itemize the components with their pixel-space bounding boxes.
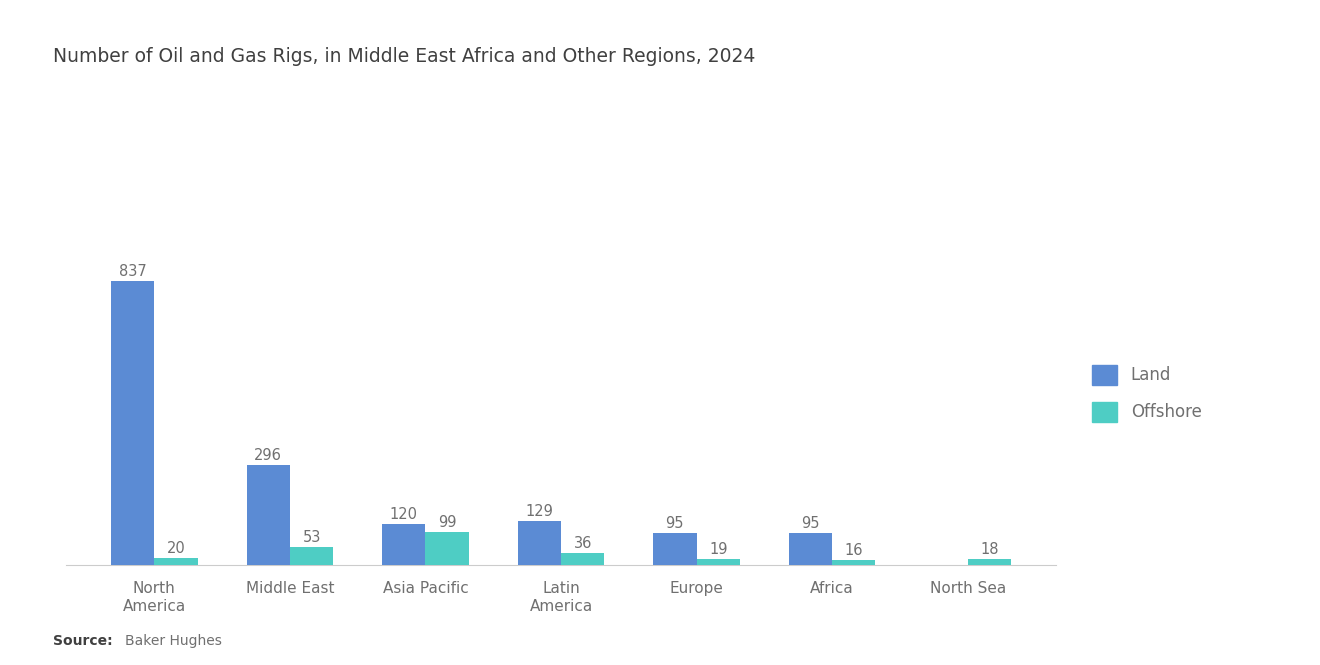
Text: 95: 95 <box>801 516 820 531</box>
Bar <box>154 559 198 565</box>
Text: Baker Hughes: Baker Hughes <box>125 634 222 648</box>
Bar <box>789 533 832 565</box>
Legend: Land, Offshore: Land, Offshore <box>1084 356 1210 430</box>
Bar <box>968 559 1011 565</box>
Text: 20: 20 <box>166 541 185 557</box>
Bar <box>561 553 605 565</box>
Text: 99: 99 <box>438 515 457 529</box>
Bar <box>517 521 561 565</box>
Bar <box>832 560 875 565</box>
Text: 18: 18 <box>979 542 998 557</box>
Bar <box>653 533 697 565</box>
Bar <box>290 547 333 565</box>
Text: 36: 36 <box>573 536 591 551</box>
Bar <box>381 525 425 565</box>
Text: 95: 95 <box>665 516 684 531</box>
Text: 296: 296 <box>255 448 282 463</box>
Text: Number of Oil and Gas Rigs, in Middle East Africa and Other Regions, 2024: Number of Oil and Gas Rigs, in Middle Ea… <box>53 47 755 66</box>
Bar <box>111 281 154 565</box>
Text: 120: 120 <box>389 507 417 523</box>
Bar <box>697 559 741 565</box>
Bar <box>425 531 469 565</box>
Text: Source:: Source: <box>53 634 112 648</box>
Bar <box>247 465 290 565</box>
Text: 19: 19 <box>709 542 727 557</box>
Text: 16: 16 <box>845 543 863 558</box>
Text: 53: 53 <box>302 530 321 545</box>
Text: 129: 129 <box>525 504 553 519</box>
Text: 837: 837 <box>119 264 147 279</box>
